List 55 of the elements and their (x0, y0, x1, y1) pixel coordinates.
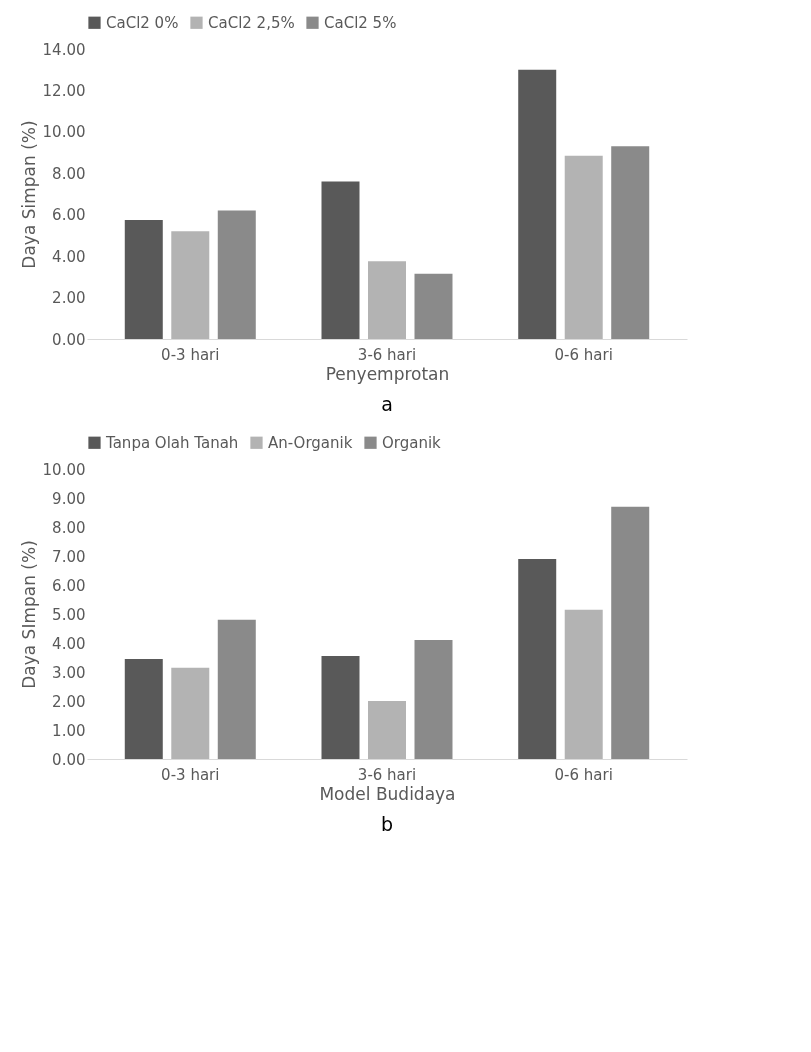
bar (171, 231, 210, 339)
bar (368, 701, 406, 759)
y-tick-label: 6.00 (52, 576, 86, 595)
bar (124, 658, 163, 759)
bar (611, 146, 650, 339)
y-tick-label: 3.00 (52, 663, 86, 682)
x-tick-label: 0-3 hari (161, 765, 220, 784)
text: b (380, 813, 394, 835)
x-tick-label: 3-6 hari (357, 345, 417, 364)
x-axis-title: Penyemprotan (325, 363, 450, 384)
legend-label: CaCl2 0% (106, 13, 179, 32)
y-tick-label: 10.00 (42, 460, 86, 479)
y-tick-label: 4.00 (52, 634, 86, 653)
y-tick-label: 5.00 (52, 605, 86, 624)
y-axis-title: Daya Simpan (%) (18, 120, 39, 269)
y-axis-title: Daya SImpan (%) (18, 540, 39, 689)
legend-label: CaCl2 5% (324, 13, 397, 32)
y-tick-label: 0.00 (52, 330, 86, 349)
x-tick-label: 3-6 hari (357, 765, 417, 784)
y-tick-label: 9.00 (52, 489, 86, 508)
bar (217, 210, 256, 339)
legend-label: Organik (382, 433, 442, 452)
y-tick-label: 8.00 (52, 164, 86, 183)
legend-label: Tanpa Olah Tanah (105, 433, 239, 452)
y-tick-label: 14.00 (42, 40, 86, 59)
y-tick-label: 2.00 (52, 692, 86, 711)
y-tick-label: 2.00 (52, 289, 86, 308)
bar (368, 261, 406, 339)
bar (414, 640, 453, 759)
y-tick-label: 12.00 (42, 81, 86, 100)
y-tick-label: 0.00 (52, 750, 86, 769)
legend-label: An-Organik (268, 433, 353, 452)
y-tick-label: 6.00 (52, 206, 86, 225)
bar (518, 69, 557, 339)
y-tick-label: 7.00 (52, 547, 86, 566)
legend-label: CaCl2 2,5% (208, 13, 295, 32)
bar (217, 619, 256, 759)
y-tick-label: 1.00 (52, 721, 86, 740)
bar (611, 506, 650, 759)
x-tick-label: 0-6 hari (554, 765, 613, 784)
bar (171, 667, 210, 759)
x-axis-title: Model Budidaya (319, 783, 456, 804)
bar (321, 656, 360, 759)
bar (518, 558, 557, 759)
bar (414, 273, 453, 339)
bar (321, 181, 360, 339)
bar (124, 219, 163, 339)
x-tick-label: 0-3 hari (161, 345, 220, 364)
bar (564, 155, 603, 339)
y-tick-label: 8.00 (52, 518, 86, 537)
text: a (381, 393, 393, 415)
y-tick-label: 10.00 (42, 123, 86, 142)
x-tick-label: 0-6 hari (554, 345, 613, 364)
bar (564, 609, 603, 759)
y-tick-label: 4.00 (52, 247, 86, 266)
